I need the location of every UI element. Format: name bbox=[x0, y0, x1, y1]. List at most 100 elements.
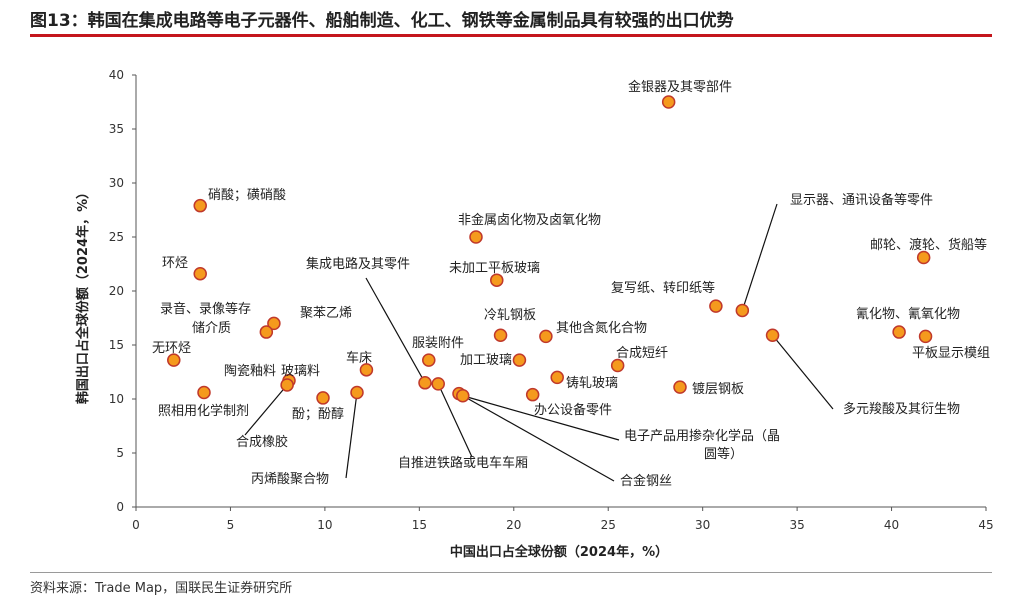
point-label: 未加工平板玻璃 bbox=[449, 261, 540, 276]
point-label: 储介质 bbox=[192, 321, 231, 336]
point-label-line: 圆等） bbox=[704, 446, 743, 462]
leader-line bbox=[437, 383, 473, 458]
point-label: 非金属卤化物及卤氧化物 bbox=[458, 212, 601, 228]
y-tick-labels: 0 5 10 15 20 25 30 35 40 bbox=[109, 68, 124, 514]
scatter-point bbox=[280, 378, 294, 392]
source-divider bbox=[30, 572, 992, 573]
scatter-point bbox=[550, 370, 564, 385]
y-tick-label: 5 bbox=[116, 446, 124, 460]
point-label-line: 电子产品用掺杂化学品（晶 bbox=[624, 428, 780, 444]
y-tick-label: 0 bbox=[116, 500, 124, 514]
scatter-point bbox=[765, 328, 780, 343]
point-label: 平板显示模组 bbox=[912, 346, 990, 361]
point-label: 自推进铁路或电车车厢 bbox=[398, 455, 528, 471]
point-label: 冷轧钢板 bbox=[484, 308, 536, 323]
scatter-point bbox=[197, 385, 211, 400]
leader-line bbox=[741, 203, 778, 311]
point-label: 合金钢丝 bbox=[620, 473, 672, 489]
scatter-point bbox=[267, 316, 281, 331]
point-label: 丙烯酸聚合物 bbox=[251, 472, 329, 487]
title-divider bbox=[30, 34, 992, 37]
leader-line bbox=[244, 384, 288, 436]
y-tick-label: 15 bbox=[109, 338, 124, 352]
point-label: 邮轮、渡轮、货船等 bbox=[870, 237, 987, 253]
x-tick-label: 40 bbox=[884, 518, 899, 532]
leader-lines bbox=[244, 203, 834, 482]
leader-line bbox=[345, 392, 358, 479]
point-label: 环烃 bbox=[162, 256, 188, 271]
leader-line bbox=[772, 334, 834, 410]
point-label: 金银器及其零部件 bbox=[628, 79, 732, 95]
y-tick-label: 10 bbox=[109, 392, 124, 406]
point-label: 酚；酚醇 bbox=[292, 406, 344, 422]
point-label: 办公设备零件 bbox=[534, 402, 612, 418]
scatter-point bbox=[735, 303, 750, 318]
x-tick-label: 10 bbox=[317, 518, 332, 532]
point-label: 照相用化学制剂 bbox=[158, 403, 249, 419]
point-label: 显示器、通讯设备等零件 bbox=[790, 192, 933, 208]
y-tick-label: 35 bbox=[109, 122, 124, 136]
point-label: 电子产品用掺杂化学品（晶圆等） bbox=[624, 428, 780, 462]
x-tick-label: 45 bbox=[978, 518, 993, 532]
scatter-point bbox=[673, 380, 687, 394]
x-tick-label: 20 bbox=[506, 518, 521, 532]
y-tick-label: 40 bbox=[109, 68, 124, 82]
point-label: 合成短纤 bbox=[616, 346, 668, 361]
point-label: 硝酸；磺硝酸 bbox=[208, 188, 286, 203]
scatter-point bbox=[490, 273, 504, 287]
scatter-point bbox=[512, 353, 527, 367]
scatter-point bbox=[892, 325, 906, 339]
y-tick-label: 20 bbox=[109, 284, 124, 298]
scatter-point bbox=[167, 353, 181, 367]
y-tick-label: 25 bbox=[109, 230, 124, 244]
point-label: 玻璃料 bbox=[281, 364, 320, 379]
x-tick-labels: 0 5 10 15 20 25 30 35 40 45 bbox=[132, 518, 993, 532]
scatter-point bbox=[610, 358, 625, 373]
axes bbox=[132, 74, 987, 511]
point-label: 集成电路及其零件 bbox=[306, 256, 410, 272]
scatter-point bbox=[469, 230, 483, 244]
point-label: 服装附件 bbox=[412, 336, 464, 351]
point-label: 复写纸、转印纸等 bbox=[611, 280, 715, 296]
data-points bbox=[167, 95, 933, 405]
point-label: 其他含氮化合物 bbox=[556, 320, 647, 336]
scatter-point bbox=[193, 266, 207, 281]
scatter-point bbox=[525, 387, 540, 402]
scatter-point bbox=[539, 329, 553, 344]
x-tick-label: 30 bbox=[695, 518, 710, 532]
point-label: 聚苯乙烯 bbox=[300, 306, 352, 321]
y-axis-label: 韩国出口占全球份额（2024年，%） bbox=[75, 186, 91, 404]
x-axis-label: 中国出口占全球份额（2024年，%） bbox=[450, 544, 668, 560]
leader-line bbox=[458, 393, 615, 482]
scatter-point bbox=[422, 353, 436, 367]
point-label: 无环烃 bbox=[152, 341, 191, 356]
x-tick-label: 5 bbox=[227, 518, 235, 532]
point-label: 陶瓷釉料 bbox=[224, 363, 276, 379]
source-note: 资料来源：Trade Map，国联民生证券研究所 bbox=[30, 581, 293, 596]
point-label: 合成橡胶 bbox=[236, 434, 288, 450]
point-label: 氰化物、氰氧化物 bbox=[856, 306, 960, 322]
scatter-point bbox=[193, 198, 207, 213]
point-label: 车床 bbox=[346, 350, 372, 366]
point-label: 铸轧玻璃 bbox=[566, 375, 618, 391]
chart-title: 图13：韩国在集成电路等电子元器件、船舶制造、化工、钢铁等金属制品具有较强的出口… bbox=[30, 11, 734, 31]
point-label: 镀层钢板 bbox=[692, 381, 744, 397]
point-label: 加工玻璃 bbox=[460, 353, 512, 368]
x-tick-label: 15 bbox=[412, 518, 427, 532]
leader-line bbox=[462, 395, 620, 441]
point-label: 录音、录像等存 bbox=[160, 301, 251, 317]
scatter-point bbox=[316, 391, 330, 405]
scatter-point bbox=[259, 325, 274, 339]
scatter-point bbox=[661, 95, 676, 109]
scatter-point bbox=[350, 385, 364, 400]
point-label: 多元羧酸及其衍生物 bbox=[843, 401, 960, 417]
scatter-point bbox=[916, 250, 931, 265]
x-tick-label: 35 bbox=[789, 518, 804, 532]
scatter-point bbox=[431, 377, 445, 391]
x-tick-label: 0 bbox=[132, 518, 140, 532]
scatter-point bbox=[418, 376, 432, 390]
scatter-point bbox=[359, 363, 374, 377]
scatter-point bbox=[493, 328, 508, 343]
scatter-point bbox=[709, 299, 723, 313]
